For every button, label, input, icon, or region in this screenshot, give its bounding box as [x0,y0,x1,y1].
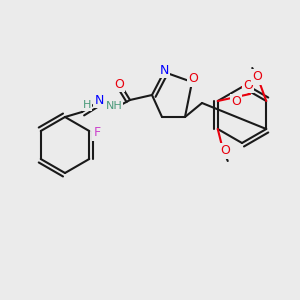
Text: O: O [188,73,198,85]
Text: F: F [94,127,101,140]
Text: N: N [94,94,104,106]
Text: N: N [159,64,169,76]
Text: O: O [114,77,124,91]
Text: H: H [83,100,91,110]
Text: NH: NH [106,101,122,111]
Text: O: O [243,79,253,92]
Text: O: O [220,145,230,158]
Text: O: O [252,70,262,83]
Text: O: O [231,95,241,108]
